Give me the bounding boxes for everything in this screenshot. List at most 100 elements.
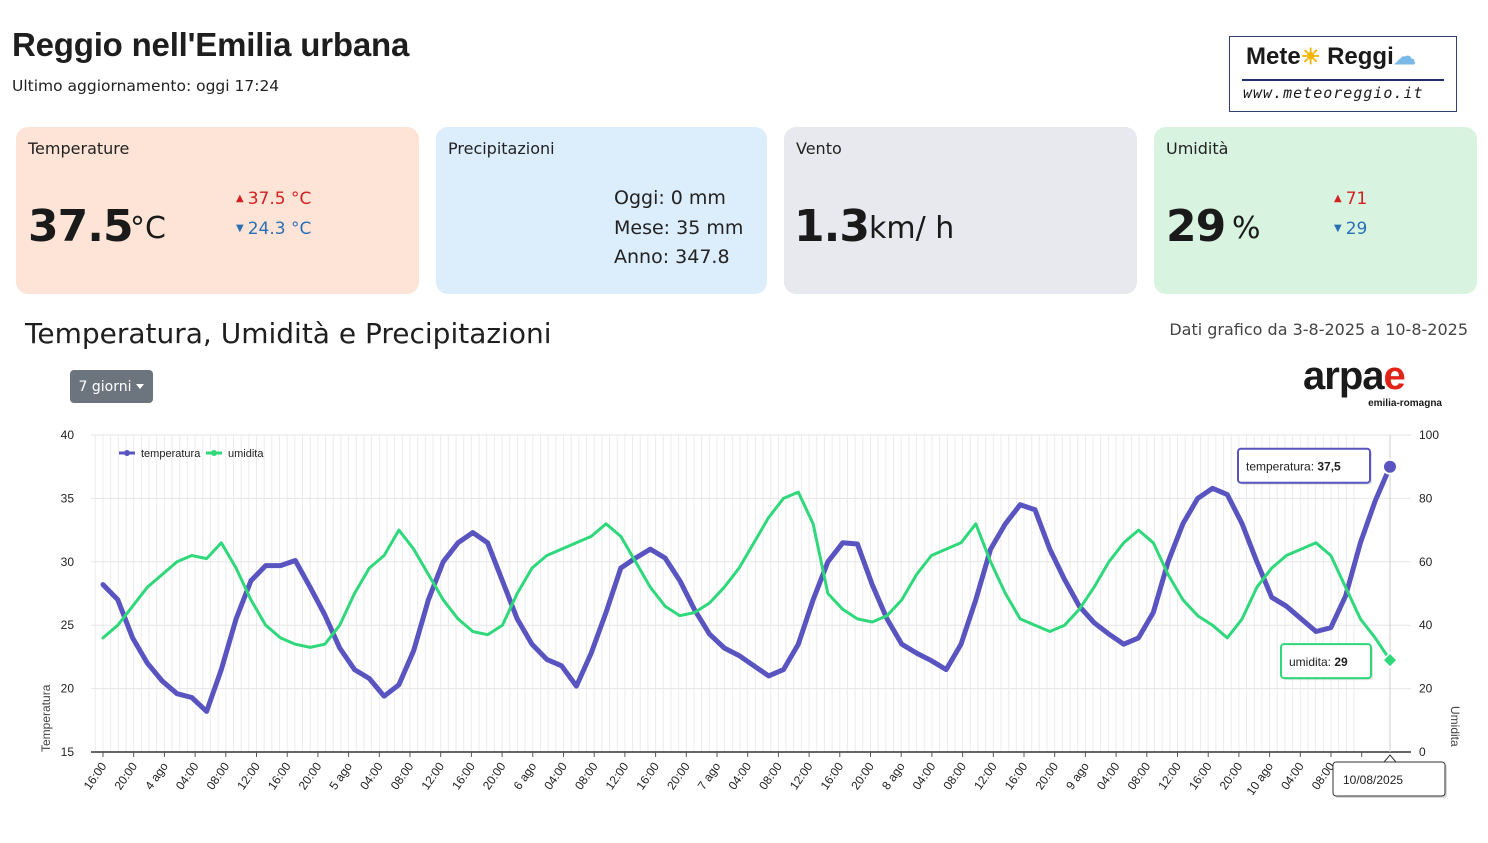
y-left-tick-label: 15 <box>61 745 75 759</box>
x-tick-label: 16:00 <box>633 759 662 792</box>
temperature-card-title: Temperature <box>28 139 130 158</box>
temperatura-tooltip-text: temperatura: 37,5 <box>1246 460 1341 474</box>
x-tick-label: 08:00 <box>388 759 417 792</box>
x-tick-label: 12:00 <box>418 759 447 792</box>
humidity-min: ▼ 29 <box>1334 219 1368 239</box>
y-right-axis-title: Umidita <box>1448 706 1462 747</box>
x-tick-label: 08:00 <box>204 759 233 792</box>
wind-value: 1.3 <box>794 201 870 252</box>
x-tooltip-pointer <box>1382 754 1398 763</box>
arrow-up-icon: ▲ <box>1334 193 1342 204</box>
arpae-subtitle: emilia-romagna <box>1368 398 1442 409</box>
temperature-unit: °C <box>130 211 166 246</box>
x-tick-label: 04:00 <box>725 759 754 792</box>
x-tick-label: 8 ago <box>879 759 908 792</box>
y-right-tick-label: 100 <box>1419 428 1439 442</box>
logo-url: www.meteoreggio.it <box>1243 84 1424 102</box>
x-tick-label: 20:00 <box>480 759 509 792</box>
x-tick-label: 12:00 <box>603 759 632 792</box>
x-tick-label: 20:00 <box>111 759 140 792</box>
precipitation-month: Mese: 35 mm <box>614 217 744 239</box>
y-left-axis-title: Temperatura <box>39 684 53 752</box>
page-title: Reggio nell'Emilia urbana <box>12 26 410 63</box>
y-left-tick-label: 35 <box>61 491 75 505</box>
x-tooltip-text: 10/08/2025 <box>1343 773 1403 787</box>
umidita-tooltip-text: umidita: 29 <box>1289 655 1348 669</box>
x-tick-label: 4 ago <box>142 759 171 792</box>
humidity-value: 29 <box>1166 201 1226 252</box>
logo-divider <box>1242 79 1444 81</box>
x-tick-label: 16:00 <box>81 759 110 792</box>
y-right-tick-label: 80 <box>1419 491 1433 505</box>
humidity-card: Umidità 29 % ▲ 71 ▼ 29 <box>1154 127 1477 294</box>
precipitation-card: Precipitazioni Oggi: 0 mm Mese: 35 mm An… <box>436 127 767 294</box>
umidita-series-line <box>101 490 1392 662</box>
x-tick-label: 04:00 <box>1278 759 1307 792</box>
period-dropdown-button[interactable]: 7 giorni <box>70 370 153 403</box>
temperatura-series-line <box>100 464 1393 714</box>
logo-title: Mete☀ Reggi☁ <box>1246 43 1416 70</box>
x-tick-label: 04:00 <box>910 759 939 792</box>
precipitation-year: Anno: 347.8 <box>614 246 730 268</box>
legend-temperatura-marker <box>124 450 130 456</box>
caret-down-icon <box>136 384 145 389</box>
wind-card-title: Vento <box>796 139 842 158</box>
legend-umidita-label: umidita <box>228 448 264 460</box>
x-tick-label: 9 ago <box>1063 759 1092 792</box>
y-left-tick-label: 30 <box>61 555 75 569</box>
humidity-card-title: Umidità <box>1166 139 1229 158</box>
x-tick-label: 12:00 <box>234 759 263 792</box>
x-tick-label: 12:00 <box>971 759 1000 792</box>
y-right-tick-label: 20 <box>1419 682 1433 696</box>
precipitation-today: Oggi: 0 mm <box>614 187 726 209</box>
x-tick-label: 08:00 <box>572 759 601 792</box>
x-tooltip-box <box>1332 761 1446 797</box>
chart-range-note: Dati grafico da 3-8-2025 a 10-8-2025 <box>1169 320 1468 339</box>
x-tick-label: 12:00 <box>787 759 816 792</box>
x-tick-label: 20:00 <box>296 759 325 792</box>
arpae-wordmark: arpae <box>1303 354 1406 398</box>
temperature-card: Temperature 37.5 °C ▲ 37.5 °C ▼ 24.3 °C <box>16 127 419 294</box>
humidity-max: ▲ 71 <box>1334 189 1368 209</box>
legend-temperatura-label: temperatura <box>141 448 201 460</box>
x-tick-label: 16:00 <box>449 759 478 792</box>
arrow-up-icon: ▲ <box>236 193 244 204</box>
x-tick-label: 04:00 <box>357 759 386 792</box>
x-tick-label: 7 ago <box>695 759 724 792</box>
arrow-down-icon: ▼ <box>236 223 244 234</box>
x-tick-label: 10 ago <box>1244 759 1277 797</box>
x-tick-label: 16:00 <box>1186 759 1215 792</box>
temperature-max: ▲ 37.5 °C <box>236 189 312 209</box>
temperature-min: ▼ 24.3 °C <box>236 219 312 239</box>
x-tick-label: 04:00 <box>173 759 202 792</box>
y-right-tick-label: 40 <box>1419 618 1433 632</box>
y-right-tick-label: 0 <box>1419 745 1426 759</box>
y-left-tick-label: 25 <box>61 618 75 632</box>
wind-unit: km/ h <box>869 211 955 246</box>
x-tick-label: 20:00 <box>1032 759 1061 792</box>
x-tick-label: 20:00 <box>848 759 877 792</box>
x-tick-label: 16:00 <box>818 759 847 792</box>
x-tick-label: 04:00 <box>1094 759 1123 792</box>
temperature-value: 37.5 <box>28 201 134 252</box>
legend-umidita-marker <box>211 450 217 456</box>
x-tick-label: 6 ago <box>511 759 540 792</box>
y-left-tick-label: 20 <box>61 682 75 696</box>
sun-icon: ☀ <box>1300 44 1321 69</box>
x-tick-label: 04:00 <box>541 759 570 792</box>
cloud-sun-icon: ☁ <box>1393 44 1416 69</box>
arpae-logo[interactable]: arpae emilia-romagna <box>1303 354 1448 410</box>
x-tick-label: 12:00 <box>1155 759 1184 792</box>
x-tick-label: 16:00 <box>1002 759 1031 792</box>
x-tick-label: 20:00 <box>664 759 693 792</box>
wind-card: Vento 1.3 km/ h <box>784 127 1137 294</box>
x-tick-label: 08:00 <box>756 759 785 792</box>
last-updated: Ultimo aggiornamento: oggi 17:24 <box>12 77 280 95</box>
x-tick-label: 08:00 <box>1125 759 1154 792</box>
arrow-down-icon: ▼ <box>1334 223 1342 234</box>
humidity-unit: % <box>1232 211 1261 246</box>
chart-section-title: Temperatura, Umidità e Precipitazioni <box>25 317 552 350</box>
meteoreggio-logo[interactable]: Mete☀ Reggi☁ www.meteoreggio.it <box>1229 36 1457 112</box>
x-tick-label: 16:00 <box>265 759 294 792</box>
